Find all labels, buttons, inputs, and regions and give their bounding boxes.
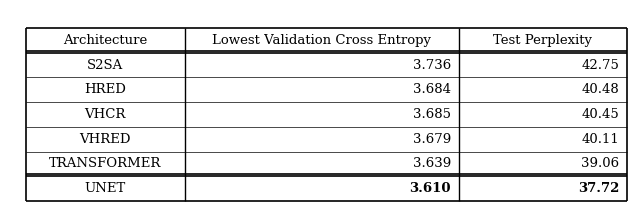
Text: VHCR: VHCR [84, 108, 126, 121]
Text: TRANSFORMER: TRANSFORMER [49, 157, 161, 170]
Text: 3.610: 3.610 [410, 182, 451, 195]
Text: UNET: UNET [84, 182, 126, 195]
Text: VHRED: VHRED [79, 133, 131, 146]
Text: 37.72: 37.72 [578, 182, 620, 195]
Text: 3.639: 3.639 [413, 157, 451, 170]
Text: 40.48: 40.48 [582, 83, 620, 96]
Text: 39.06: 39.06 [581, 157, 620, 170]
Text: Test Perplexity: Test Perplexity [493, 34, 593, 47]
Text: 3.679: 3.679 [413, 133, 451, 146]
Text: Architecture: Architecture [63, 34, 147, 47]
Text: 3.736: 3.736 [413, 59, 451, 72]
Text: 3.684: 3.684 [413, 83, 451, 96]
Text: 40.11: 40.11 [582, 133, 620, 146]
Text: S2SA: S2SA [87, 59, 124, 72]
Text: 40.45: 40.45 [582, 108, 620, 121]
Text: Lowest Validation Cross Entropy: Lowest Validation Cross Entropy [212, 34, 431, 47]
Text: 42.75: 42.75 [582, 59, 620, 72]
Text: 3.685: 3.685 [413, 108, 451, 121]
Text: HRED: HRED [84, 83, 126, 96]
